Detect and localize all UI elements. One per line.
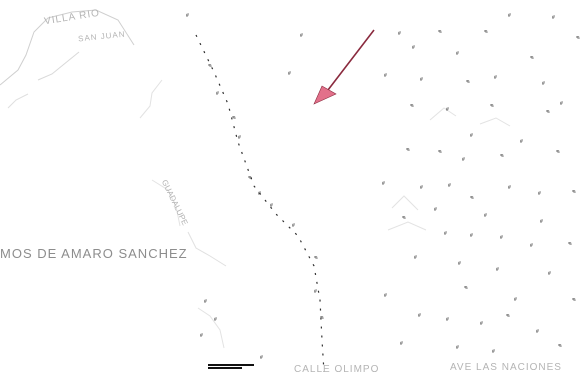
lot-marker: # [496,267,499,273]
lot-marker: # [500,235,503,241]
contour-line [7,93,29,109]
lot-marker: # [504,314,510,317]
lot-marker: # [420,77,423,83]
lot-marker: # [484,213,487,219]
lot-marker: # [520,139,523,145]
lot-marker: # [288,71,291,77]
lot-marker: # [470,133,473,139]
lot-marker: # [468,196,474,199]
lot-marker: # [498,154,504,157]
lot-marker: # [570,190,576,193]
lot-marker: # [408,104,414,107]
lot-marker: # [314,289,317,295]
lot-marker: # [542,81,545,87]
lot-marker: # [400,341,403,347]
contour-line [187,231,227,267]
arrow-shaft [327,29,375,91]
contour-line [37,51,80,81]
lot-marker: # [258,191,261,197]
lot-marker: # [418,313,421,319]
lot-marker: # [494,75,497,81]
lot-marker: # [214,317,217,323]
lot-marker: # [554,150,560,153]
lot-marker: # [384,73,387,79]
lot-marker: # [444,231,447,237]
lot-marker: # [384,293,387,299]
lot-marker: # [536,329,539,335]
lot-marker: # [200,333,203,339]
lot-marker: # [436,150,442,153]
lot-marker: # [560,101,563,107]
lot-marker: # [456,345,459,351]
scale-bar-icon [208,364,254,370]
boundary-line [0,9,135,86]
lot-marker: # [508,185,511,191]
lot-marker: # [492,349,495,355]
lot-marker: # [488,104,494,107]
lot-marker: # [538,191,541,197]
lot-marker: # [462,157,465,163]
lot-marker: # [246,176,252,179]
lot-marker: # [470,233,473,239]
lot-marker: # [230,116,236,119]
lot-marker: # [448,183,451,189]
street-label-naciones: AVE LAS NACIONES [450,362,562,373]
lot-marker: # [480,321,483,327]
lot-marker: # [404,148,410,151]
lot-marker: # [556,344,562,347]
lot-marker: # [318,316,324,319]
lot-marker: # [260,355,263,361]
lot-marker: # [574,36,580,39]
lot-marker: # [446,317,449,323]
lot-marker: # [312,256,318,259]
lot-marker: # [456,51,459,57]
lot-marker: # [400,216,406,219]
road-centerline [195,34,325,373]
lot-marker: # [382,181,385,187]
lot-marker: # [238,135,241,141]
lot-marker: # [530,243,533,249]
lot-marker: # [186,13,189,19]
lot-marker: # [482,30,488,33]
lot-marker: # [436,30,442,33]
lot-marker: # [458,261,461,267]
lot-marker: # [548,271,551,277]
lot-marker: # [464,80,470,83]
lot-marker: # [414,255,417,261]
contour-line [151,179,181,227]
street-label-olimpo: CALLE OLIMPO [294,364,380,375]
contour-line [197,307,225,349]
lot-marker: # [570,298,576,301]
lot-marker: # [206,64,212,67]
area-label-amaro-sanchez: MOS DE AMARO SANCHEZ [0,246,188,261]
lot-marker: # [462,286,468,289]
lot-marker: # [434,207,437,213]
lot-marker: # [292,223,295,229]
lot-marker: # [528,56,534,59]
lot-marker: # [412,45,415,51]
lot-marker: # [300,33,303,39]
lot-marker: # [514,297,517,303]
lot-marker: # [552,15,555,21]
location-arrow-icon[interactable] [313,85,337,105]
lot-marker: # [216,91,219,97]
lot-marker: # [204,299,207,305]
lot-marker: # [398,31,401,37]
lot-marker: # [540,219,543,225]
lot-marker: # [566,242,572,245]
lot-marker: # [446,107,449,113]
lot-marker: # [420,185,423,191]
lot-marker: # [544,110,550,113]
contour-line [139,79,163,119]
lot-marker: # [270,203,273,209]
lot-marker: # [508,13,511,19]
